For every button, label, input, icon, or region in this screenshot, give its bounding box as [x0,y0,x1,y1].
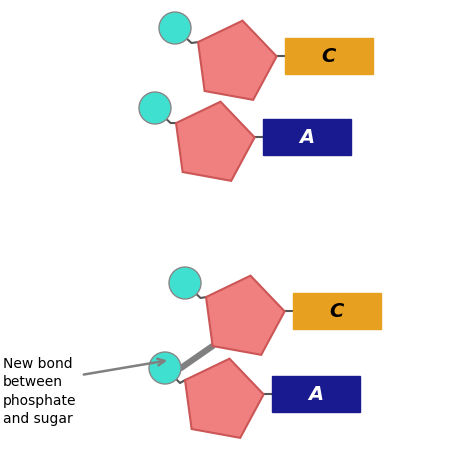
FancyBboxPatch shape [292,293,381,329]
FancyBboxPatch shape [263,119,351,155]
Text: C: C [321,47,336,66]
Text: C: C [329,302,344,321]
Text: New bond
between
phosphate
and sugar: New bond between phosphate and sugar [3,357,76,426]
Circle shape [159,12,191,44]
Polygon shape [185,359,264,438]
Circle shape [149,352,181,384]
Text: A: A [299,128,314,147]
Text: A: A [308,385,323,404]
Circle shape [139,92,171,124]
Polygon shape [176,101,255,181]
Circle shape [169,267,201,299]
Polygon shape [206,276,284,355]
FancyBboxPatch shape [284,38,373,74]
Polygon shape [198,21,277,100]
FancyBboxPatch shape [272,377,360,412]
